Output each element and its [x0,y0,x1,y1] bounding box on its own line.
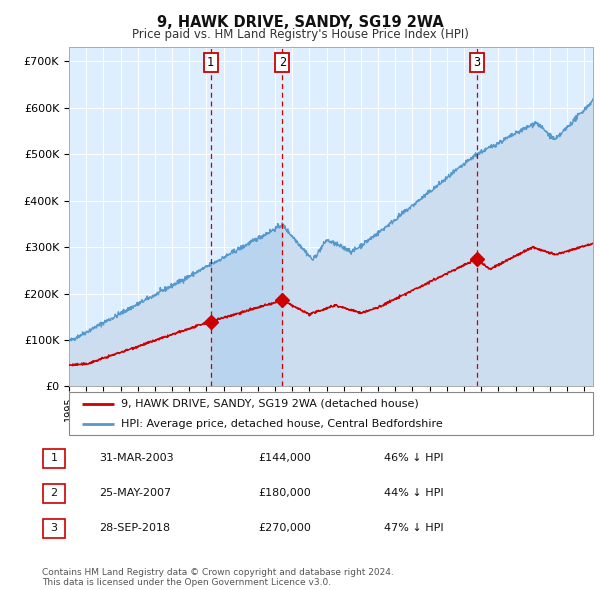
Text: 47% ↓ HPI: 47% ↓ HPI [384,523,443,533]
Text: 44% ↓ HPI: 44% ↓ HPI [384,489,443,498]
Text: 1: 1 [207,56,214,69]
Text: 9, HAWK DRIVE, SANDY, SG19 2WA (detached house): 9, HAWK DRIVE, SANDY, SG19 2WA (detached… [121,399,419,409]
Text: 46% ↓ HPI: 46% ↓ HPI [384,453,443,463]
Text: 3: 3 [50,523,58,533]
Text: 28-SEP-2018: 28-SEP-2018 [99,523,170,533]
Text: 31-MAR-2003: 31-MAR-2003 [99,453,173,463]
FancyBboxPatch shape [43,484,65,503]
Text: £144,000: £144,000 [258,453,311,463]
Text: Price paid vs. HM Land Registry's House Price Index (HPI): Price paid vs. HM Land Registry's House … [131,28,469,41]
Text: 25-MAY-2007: 25-MAY-2007 [99,489,171,498]
Text: 1: 1 [50,453,58,463]
Text: Contains HM Land Registry data © Crown copyright and database right 2024.
This d: Contains HM Land Registry data © Crown c… [42,568,394,587]
FancyBboxPatch shape [43,519,65,538]
Text: £180,000: £180,000 [258,489,311,498]
Text: 3: 3 [473,56,481,69]
Text: 2: 2 [50,489,58,498]
Text: 2: 2 [279,56,286,69]
FancyBboxPatch shape [69,392,593,435]
Text: HPI: Average price, detached house, Central Bedfordshire: HPI: Average price, detached house, Cent… [121,419,443,429]
Text: £270,000: £270,000 [258,523,311,533]
Text: 9, HAWK DRIVE, SANDY, SG19 2WA: 9, HAWK DRIVE, SANDY, SG19 2WA [157,15,443,30]
FancyBboxPatch shape [43,448,65,468]
